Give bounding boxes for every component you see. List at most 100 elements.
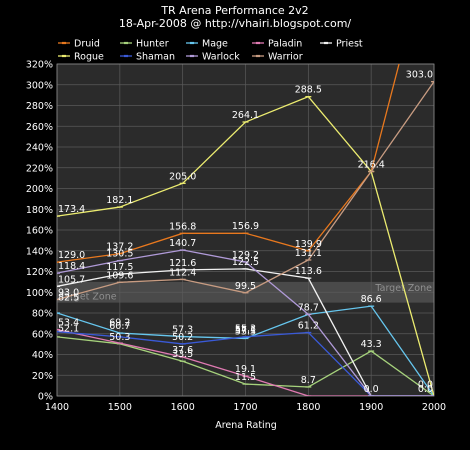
data-label: 11.5 bbox=[235, 372, 256, 383]
data-label: 19.1 bbox=[235, 364, 256, 375]
legend: Druid Hunter Mage Paladin Priest Rogue Shaman W… bbox=[58, 39, 363, 63]
y-tick-label: 280% bbox=[26, 101, 53, 112]
x-tick-label: 1600 bbox=[171, 402, 195, 413]
legend-label: Shaman bbox=[136, 52, 175, 63]
data-label: 264.1 bbox=[232, 110, 259, 121]
legend-label: Warlock bbox=[202, 52, 240, 63]
data-label: 57.1 bbox=[235, 325, 256, 336]
legend-label: Warrior bbox=[268, 52, 303, 63]
data-label: 69.2 bbox=[109, 317, 130, 328]
data-label: 117.5 bbox=[106, 262, 133, 273]
y-tick-label: 140% bbox=[26, 246, 53, 257]
data-label: 82.5 bbox=[58, 293, 79, 304]
data-label: 53.4 bbox=[58, 317, 79, 328]
data-label: 99.5 bbox=[235, 281, 256, 292]
data-label: 55.3 bbox=[235, 324, 256, 335]
plot-frame bbox=[56, 63, 435, 397]
y-tick-label: 0% bbox=[38, 392, 53, 403]
y-tick-label: 300% bbox=[26, 80, 53, 91]
series-lines bbox=[57, 64, 434, 396]
data-label: 130.5 bbox=[106, 249, 133, 260]
x-tick-label: 1800 bbox=[296, 402, 320, 413]
y-tick-label: 60% bbox=[32, 329, 53, 340]
legend-item-warrior: Warrior bbox=[252, 52, 303, 63]
data-label: 118.4 bbox=[58, 261, 85, 272]
target-zone-label: Target Zone bbox=[59, 292, 117, 303]
data-label: 105.7 bbox=[58, 274, 85, 285]
data-label: 139.9 bbox=[295, 239, 322, 250]
legend-item-hunter: Hunter bbox=[120, 39, 169, 50]
data-label: 205.0 bbox=[169, 171, 196, 182]
y-tick-label: 40% bbox=[32, 350, 53, 361]
legend-label: Mage bbox=[202, 39, 228, 50]
data-label: 137.2 bbox=[106, 242, 133, 253]
data-label: 129.0 bbox=[58, 250, 85, 261]
data-label: 303.0 bbox=[406, 70, 433, 81]
legend-label: Hunter bbox=[136, 39, 169, 50]
data-label: 0.0 bbox=[364, 384, 379, 395]
x-tick-label: 1700 bbox=[233, 402, 257, 413]
y-tick-label: 240% bbox=[26, 143, 53, 154]
data-label: 173.4 bbox=[58, 204, 85, 215]
data-label: 50.2 bbox=[172, 332, 193, 343]
data-label: 61.2 bbox=[298, 321, 319, 332]
data-label: 140.7 bbox=[169, 238, 196, 249]
legend-item-priest: Priest bbox=[320, 39, 363, 50]
chart-subtitle: 18-Apr-2008 @ http://vhairi.blogspot.com… bbox=[119, 17, 352, 30]
data-label: 37.6 bbox=[172, 345, 193, 356]
data-label: 0.0 bbox=[418, 384, 433, 395]
x-tick-label: 2000 bbox=[422, 402, 446, 413]
data-label: 109.6 bbox=[106, 270, 133, 281]
x-tick-label: 1500 bbox=[108, 402, 132, 413]
data-label: 288.5 bbox=[295, 85, 322, 96]
data-label: 156.9 bbox=[232, 221, 259, 232]
data-label: 182.1 bbox=[106, 195, 133, 206]
legend-item-shaman: Shaman bbox=[120, 52, 175, 63]
x-axis-label: Arena Rating bbox=[215, 420, 277, 431]
data-label: 57.3 bbox=[172, 325, 193, 336]
y-tick-label: 180% bbox=[26, 205, 53, 216]
data-label: 121.6 bbox=[169, 258, 196, 269]
data-label: 156.8 bbox=[169, 221, 196, 232]
data-label: 0.0 bbox=[418, 380, 433, 391]
data-label: 60.7 bbox=[109, 321, 130, 332]
data-label: 55.5 bbox=[235, 326, 256, 337]
legend-label: Priest bbox=[336, 39, 363, 50]
data-label: 131.1 bbox=[295, 248, 322, 259]
legend-label: Paladin bbox=[268, 39, 302, 50]
data-label: 50.3 bbox=[109, 332, 130, 343]
data-label: 93.0 bbox=[58, 288, 79, 299]
y-tick-label: 100% bbox=[26, 288, 53, 299]
y-tick-label: 160% bbox=[26, 226, 53, 237]
data-label: 86.6 bbox=[361, 294, 382, 305]
y-tick-label: 80% bbox=[32, 309, 53, 320]
data-label: 216.4 bbox=[358, 159, 385, 170]
legend-item-rogue: Rogue bbox=[58, 52, 104, 63]
legend-label: Rogue bbox=[74, 52, 104, 63]
legend-label: Druid bbox=[74, 39, 100, 50]
y-tick-label: 220% bbox=[26, 163, 53, 174]
data-label: 43.3 bbox=[361, 339, 382, 350]
data-label: 33.5 bbox=[172, 349, 193, 360]
legend-item-warlock: Warlock bbox=[186, 52, 240, 63]
data-label: 113.6 bbox=[295, 266, 322, 277]
data-label: 8.7 bbox=[301, 375, 316, 386]
x-tick-label: 1400 bbox=[45, 402, 69, 413]
data-label: 52.1 bbox=[58, 324, 79, 335]
legend-item-mage: Mage bbox=[186, 39, 228, 50]
chart-title: TR Arena Performance 2v2 bbox=[160, 4, 308, 17]
y-tick-label: 120% bbox=[26, 267, 53, 278]
x-tick-label: 1900 bbox=[359, 402, 383, 413]
y-tick-label: 20% bbox=[32, 371, 53, 382]
legend-item-druid: Druid bbox=[58, 39, 100, 50]
data-label: 78.7 bbox=[298, 302, 319, 313]
data-label: 129.2 bbox=[232, 250, 259, 261]
data-label: 122.5 bbox=[232, 257, 259, 268]
y-tick-label: 260% bbox=[26, 122, 53, 133]
y-tick-label: 200% bbox=[26, 184, 53, 195]
data-label: 112.4 bbox=[169, 267, 196, 278]
data-labels: 129.0 137.2 156.8 156.9 139.9 50.3 33.5 11.5 8.7… bbox=[58, 70, 433, 395]
y-tick-label: 320% bbox=[26, 60, 53, 71]
